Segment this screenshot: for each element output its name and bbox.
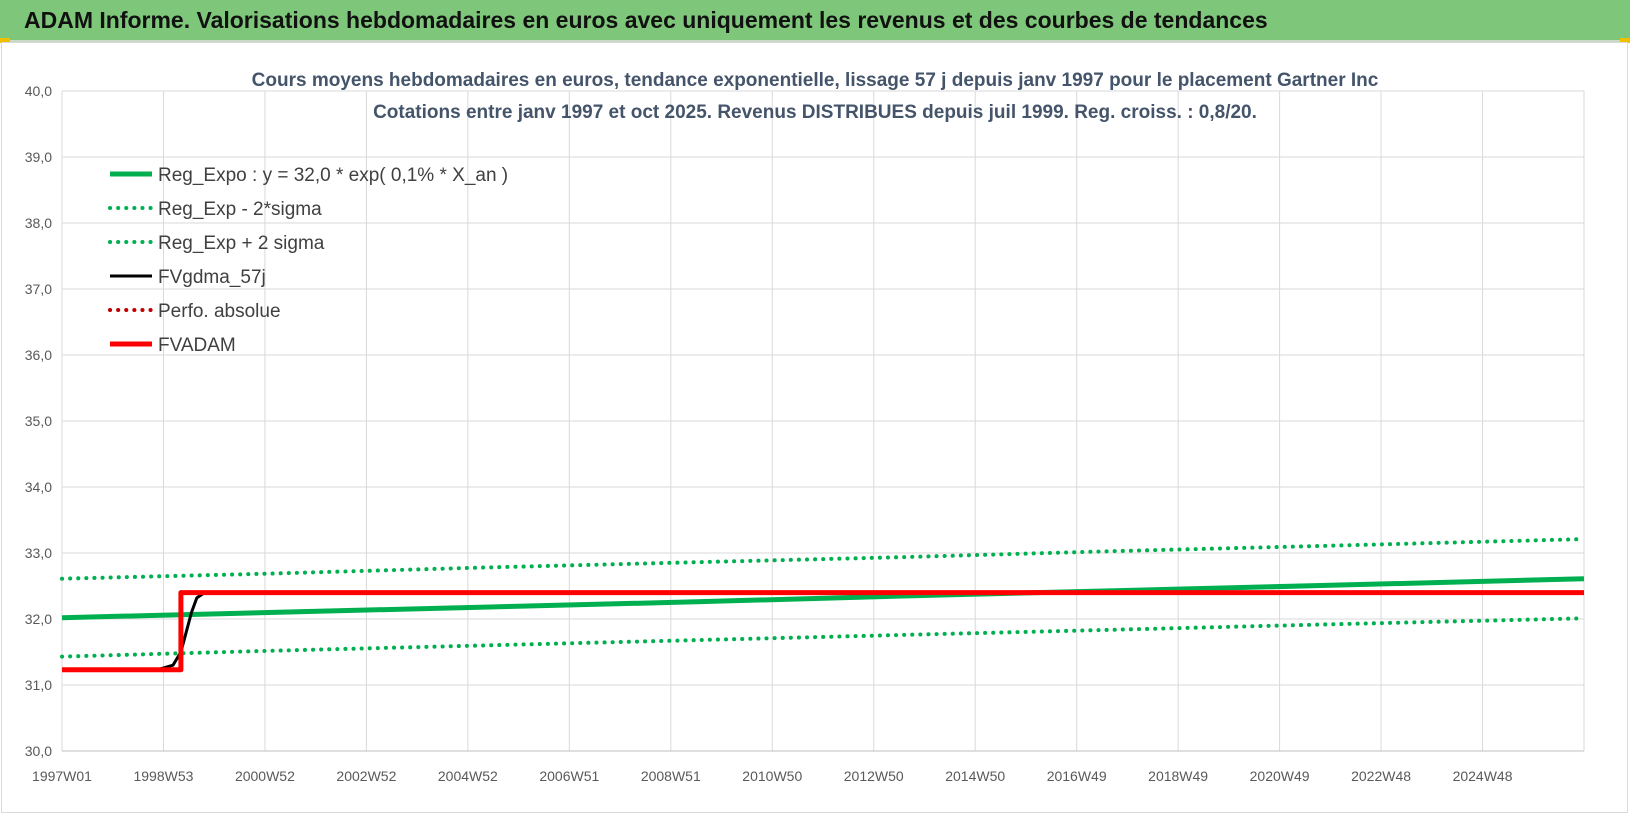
series-line-2: [60, 537, 1586, 581]
header-bar: ADAM Informe. Valorisations hebdomadaire…: [0, 0, 1630, 42]
y-tick-label: 35,0: [25, 413, 52, 429]
x-tick-label: 2024W48: [1453, 768, 1513, 784]
header-title: ADAM Informe. Valorisations hebdomadaire…: [24, 7, 1268, 33]
legend: Reg_Expo : y = 32,0 * exp( 0,1% * X_an )…: [108, 165, 508, 356]
y-tick-label: 34,0: [25, 479, 52, 495]
y-axis-ticks: 30,0 31,0 32,0 33,0 34,0 35,0 36,0 37,0 38,0 39,0…: [25, 83, 52, 759]
series-line-0: [61, 576, 1585, 621]
x-tick-label: 2022W48: [1351, 768, 1411, 784]
series-line-1: [60, 616, 1586, 659]
chart-title: Cours moyens hebdomadaires en euros, ten…: [252, 70, 1379, 91]
corner-accent-left: [0, 38, 10, 43]
legend-label: Perfo. absolue: [158, 301, 281, 322]
y-tick-label: 39,0: [25, 149, 52, 165]
legend-label: Reg_Exp + 2 sigma: [158, 233, 325, 254]
x-tick-label: 2008W51: [641, 768, 701, 784]
x-axis-ticks: 1997W01 1998W53 2000W52 2002W52 2004W52 2006W…: [32, 768, 1513, 784]
chart-subtitle: Cotations entre janv 1997 et oct 2025. R…: [373, 102, 1257, 123]
x-tick-label: 2016W49: [1047, 768, 1107, 784]
x-tick-label: 2000W52: [235, 768, 295, 784]
y-tick-label: 30,0: [25, 743, 52, 759]
x-tick-label: 2012W50: [844, 768, 904, 784]
x-tick-label: 2006W51: [539, 768, 599, 784]
grid: [61, 90, 1585, 752]
x-tick-label: 1998W53: [133, 768, 193, 784]
x-tick-label: 2014W50: [945, 768, 1005, 784]
y-tick-label: 36,0: [25, 347, 52, 363]
legend-label: Reg_Expo : y = 32,0 * exp( 0,1% * X_an ): [158, 165, 508, 186]
corner-accent-right: [1620, 38, 1630, 43]
x-tick-label: 2004W52: [438, 768, 498, 784]
y-tick-label: 38,0: [25, 215, 52, 231]
x-tick-label: 1997W01: [32, 768, 92, 784]
chart-frame: [1, 42, 1628, 813]
y-tick-label: 40,0: [25, 83, 52, 99]
y-tick-label: 31,0: [25, 677, 52, 693]
series-layer: [60, 537, 1586, 673]
y-tick-label: 37,0: [25, 281, 52, 297]
legend-label: FVADAM: [158, 335, 236, 356]
x-tick-label: 2010W50: [742, 768, 802, 784]
series-line-5: [62, 590, 1584, 673]
y-tick-label: 32,0: [25, 611, 52, 627]
legend-label: Reg_Exp - 2*sigma: [158, 199, 322, 220]
legend-label: FVgdma_57j: [158, 267, 266, 288]
x-tick-label: 2002W52: [336, 768, 396, 784]
x-tick-label: 2020W49: [1250, 768, 1310, 784]
x-tick-label: 2018W49: [1148, 768, 1208, 784]
y-tick-label: 33,0: [25, 545, 52, 561]
